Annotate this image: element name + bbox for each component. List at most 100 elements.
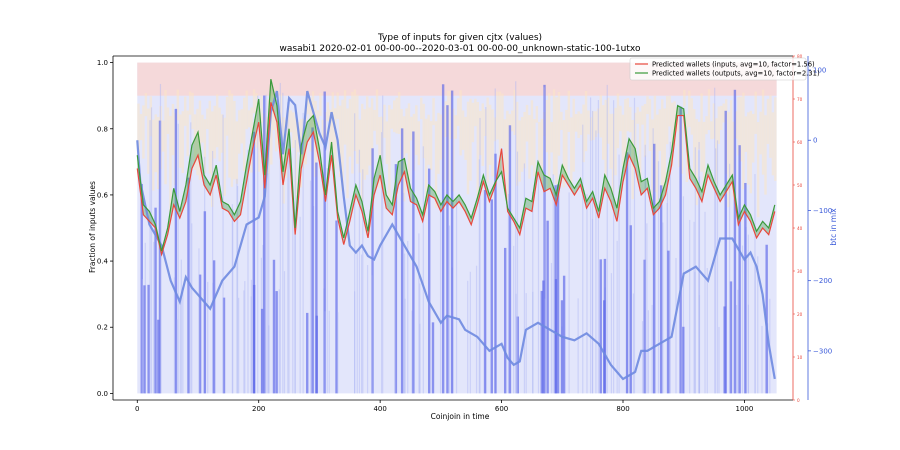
difference-fill [191,132,198,169]
composition-band-fresh [506,110,509,201]
composition-band-fresh [579,113,583,135]
composition-band-fresh [238,110,241,154]
composition-band-coinjoin [629,225,632,394]
composition-band-coinjoin [252,284,256,394]
composition-band-coinjoin [328,310,330,394]
chart-title: Type of inputs for given cjtx (values) [377,33,542,43]
composition-band-fresh [602,105,605,160]
composition-band-fresh [225,96,229,136]
composition-band-fresh [383,104,386,138]
composition-band-fresh [629,107,632,133]
difference-fill [307,115,314,142]
difference-fill [398,158,405,185]
composition-band-fresh [152,119,155,191]
composition-band-coinjoin [309,180,312,394]
composition-band-fresh [680,114,684,174]
composition-band-fresh [390,109,393,129]
composition-band-coinjoin [737,289,739,394]
composition-band-fresh [346,108,349,199]
composition-band-fresh [491,109,494,177]
composition-band-fresh [673,101,676,147]
composition-band-coinjoin [243,290,245,394]
composition-band-fresh [597,108,600,134]
composition-band-coinjoin [247,149,249,394]
composition-band-coinjoin [287,101,289,394]
composition-band-coinjoin [659,185,663,394]
difference-fill [525,198,532,212]
composition-band-fresh [375,89,379,145]
composition-band-coinjoin [431,322,435,394]
right-tick-label: −200 [813,277,832,285]
difference-fill [434,191,441,212]
composition-band-coinjoin [299,216,301,394]
composition-band-coinjoin [356,252,358,394]
composition-band-fresh [432,98,435,126]
composition-band-coinjoin [418,233,420,394]
composition-band-fresh [646,96,649,115]
composition-band-fresh [574,114,578,132]
chart-subtitle: wasabi1 2020-02-01 00-00-00--2020-03-01 … [280,44,641,54]
composition-band-coinjoin [439,200,442,394]
composition-band-fresh [230,93,234,187]
composition-band-coinjoin [422,146,424,394]
composition-band-coinjoin [143,285,146,394]
composition-band-coinjoin [747,234,749,394]
composition-band-coinjoin [694,271,696,394]
composition-band-fresh [641,105,644,125]
composition-band-fresh [661,99,664,191]
composition-band-coinjoin [724,110,727,394]
composition-band-fresh [481,103,484,166]
composition-band-fresh [201,114,204,143]
composition-band-fresh [252,89,256,114]
composition-band-fresh [705,116,708,135]
composition-band-coinjoin [616,240,618,394]
plot-background [113,56,793,400]
x-axis-label: Coinjoin in time [431,412,490,421]
difference-fill [653,201,660,215]
composition-band-fresh [520,116,524,172]
composition-band-fresh [488,104,492,165]
composition-band-fresh [257,106,261,172]
composition-band-coinjoin [324,311,326,394]
composition-band-coinjoin [494,153,497,394]
composition-band-fresh [186,110,189,157]
x-tick-label: 800 [616,405,629,413]
composition-band-fresh [466,101,470,195]
composition-band-coinjoin [354,291,356,394]
composition-band-coinjoin [669,141,671,394]
composition-band-fresh [471,102,475,143]
composition-band-coinjoin [141,279,144,394]
composition-band-coinjoin [394,193,396,394]
composition-band-coinjoin [212,150,214,394]
difference-fill [756,221,763,238]
x-tick-label: 1000 [736,405,754,413]
difference-fill [404,158,411,202]
composition-band-coinjoin [354,113,356,394]
composition-band-coinjoin [250,279,253,394]
composition-band-coinjoin [532,291,534,394]
composition-band-coinjoin [747,304,749,394]
composition-band-coinjoin [716,140,719,394]
composition-band-fresh [592,111,595,140]
composition-band-coinjoin [404,298,406,394]
composition-band-coinjoin [403,192,405,394]
difference-fill [604,175,611,202]
composition-band-fresh [156,116,160,190]
difference-fill [714,181,721,202]
composition-band-fresh [181,111,184,174]
composition-band-coinjoin [190,122,192,394]
composition-band-fresh [171,103,175,156]
difference-fill [204,175,211,195]
composition-band-coinjoin [503,247,507,394]
composition-band-coinjoin [540,290,543,394]
composition-band-fresh [656,114,659,209]
composition-band-fresh [557,91,561,156]
composition-band-fresh [319,93,322,116]
composition-band-coinjoin [371,275,373,394]
composition-band-coinjoin [610,273,613,394]
composition-band-fresh [208,100,212,174]
composition-band-fresh [722,103,725,123]
composition-band-coinjoin [675,257,677,394]
composition-band-coinjoin [543,87,545,394]
